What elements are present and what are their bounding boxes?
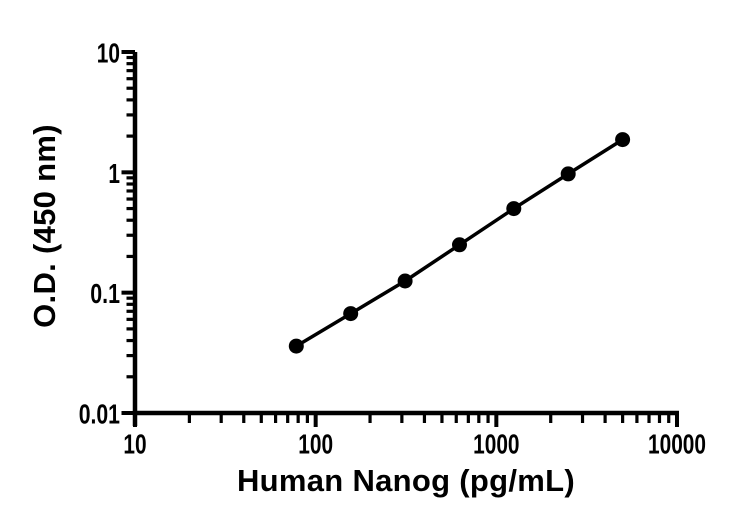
data-point	[397, 273, 413, 289]
x-tick-label: 10	[123, 429, 146, 460]
y-tick-label: 0.1	[90, 278, 120, 309]
y-tick-label: 10	[97, 38, 120, 69]
x-tick-label: 100	[298, 429, 333, 460]
x-tick-label: 10000	[648, 429, 706, 460]
y-axis-title: O.D. (450 nm)	[27, 124, 62, 328]
y-tick-label: 0.01	[79, 399, 120, 430]
y-tick-label: 1	[108, 158, 120, 189]
data-point	[560, 166, 576, 182]
x-tick-label: 1000	[473, 429, 519, 460]
data-point	[288, 338, 304, 354]
data-point	[615, 132, 631, 148]
data-point	[506, 201, 522, 217]
data-point	[452, 237, 467, 253]
x-axis-title: Human Nanog (pg/mL)	[236, 463, 576, 498]
data-point	[343, 306, 359, 322]
